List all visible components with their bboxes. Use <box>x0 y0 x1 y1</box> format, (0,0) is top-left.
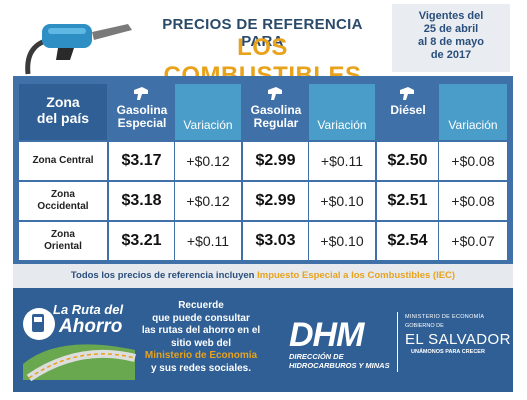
validity-line: 25 de abril <box>423 23 479 35</box>
price-cell: $2.51 <box>377 182 438 220</box>
dhm-subtitle: DIRECCIÓN DE HIDROCARBUROS Y MINAS <box>289 352 390 370</box>
slogan-label: UNÁMONOS PARA CRECER <box>411 349 485 355</box>
fuel-name: Diésel <box>390 103 426 117</box>
bottom-banner: La Ruta del Ahorro Recuerde que puede co… <box>13 288 513 392</box>
car-road-icon <box>23 308 136 382</box>
fuel-name: Gasolina <box>116 103 168 117</box>
variation-cell: +$0.08 <box>439 142 507 180</box>
tax-note: Todos los precios de referencia incluyen… <box>13 264 513 288</box>
zone-name: Zona Central <box>32 155 94 166</box>
country-label: EL SALVADOR <box>405 331 511 348</box>
message-line: y sus redes sociales. <box>150 362 252 374</box>
variation-cell: +$0.12 <box>175 142 241 180</box>
note-highlight: Impuesto Especial a los Combustibles (IE… <box>257 270 456 281</box>
price-cell: $2.99 <box>243 142 308 180</box>
variation-cell: +$0.12 <box>175 182 241 220</box>
variation-header: Variación <box>309 84 375 140</box>
validity-box: Vigentes del 25 de abril al 8 de mayo de… <box>392 4 510 72</box>
reminder-message: Recuerde que puede consultar las rutas d… <box>139 300 263 375</box>
fuel-nozzle-icon <box>25 24 132 75</box>
zone-label: Zona Central <box>19 142 107 180</box>
price-cell: $3.17 <box>109 142 174 180</box>
fuel-header-especial: Gasolina Especial <box>109 84 175 140</box>
zone-label: Zona Occidental <box>19 182 107 220</box>
zona-header-line: del país <box>36 110 90 126</box>
ruta-title: La Ruta del <box>53 302 124 317</box>
fuel-header-regular: Gasolina Regular <box>243 84 309 140</box>
dhm-subtitle-line: DIRECCIÓN DE <box>289 352 344 361</box>
divider <box>397 312 398 372</box>
message-line: que puede consultar <box>152 312 250 324</box>
price-cell: $2.99 <box>243 182 308 220</box>
variation-cell: +$0.07 <box>439 222 507 260</box>
price-cell: $2.54 <box>377 222 438 260</box>
header: PRECIOS DE REFERENCIA PARA LOS COMBUSTIB… <box>0 0 527 89</box>
variation-cell: +$0.10 <box>309 222 375 260</box>
variation-header: Variación <box>175 84 241 140</box>
message-line: las rutas del ahorro en el <box>141 325 261 336</box>
message-line: sitio web del <box>170 337 231 349</box>
ruta-title: Ahorro <box>59 316 123 337</box>
pump-nozzle-icon <box>268 87 282 100</box>
validity-line: de 2017 <box>430 49 472 61</box>
zone-name: Zona <box>51 229 75 240</box>
government-label: GOBIERNO DE <box>405 323 444 329</box>
variation-cell: +$0.11 <box>309 142 375 180</box>
pump-nozzle-icon <box>400 87 414 100</box>
zona-header-line: Zona <box>46 94 80 110</box>
zona-header: Zona del país <box>19 84 107 140</box>
ministry-link: Ministerio de Economía <box>144 350 258 361</box>
price-cell: $3.03 <box>243 222 308 260</box>
fuel-name: Gasolina <box>250 103 302 117</box>
fuel-name: Especial <box>117 116 167 130</box>
note-text: Todos los precios de referencia incluyen <box>70 270 258 281</box>
price-cell: $3.21 <box>109 222 174 260</box>
dhm-subtitle-line: HIDROCARBUROS Y MINAS <box>289 361 390 370</box>
fuel-header-diesel: Diésel <box>377 84 439 140</box>
title-top: PRECIOS DE REFERENCIA PARA <box>162 16 363 50</box>
price-cell: $2.50 <box>377 142 438 180</box>
dhm-logo: DHM <box>289 316 364 354</box>
message-line: Recuerde <box>178 300 224 311</box>
price-table: Zona del país Gasolina Especial Variació… <box>13 76 513 264</box>
variation-cell: +$0.08 <box>439 182 507 220</box>
ministry-label: MINISTERIO DE ECONOMÍA <box>405 314 485 320</box>
zone-name: Occidental <box>37 201 89 212</box>
validity-line: Vigentes del <box>418 10 484 22</box>
price-cell: $3.18 <box>109 182 174 220</box>
validity-line: al 8 de mayo <box>417 36 485 48</box>
zone-label: Zona Oriental <box>19 222 107 260</box>
variation-header: Variación <box>439 84 507 140</box>
variation-cell: +$0.11 <box>175 222 241 260</box>
zone-name: Zona <box>51 189 75 200</box>
zone-name: Oriental <box>44 241 82 252</box>
pump-nozzle-icon <box>134 87 148 100</box>
fuel-name: Regular <box>253 116 299 130</box>
variation-cell: +$0.10 <box>309 182 375 220</box>
